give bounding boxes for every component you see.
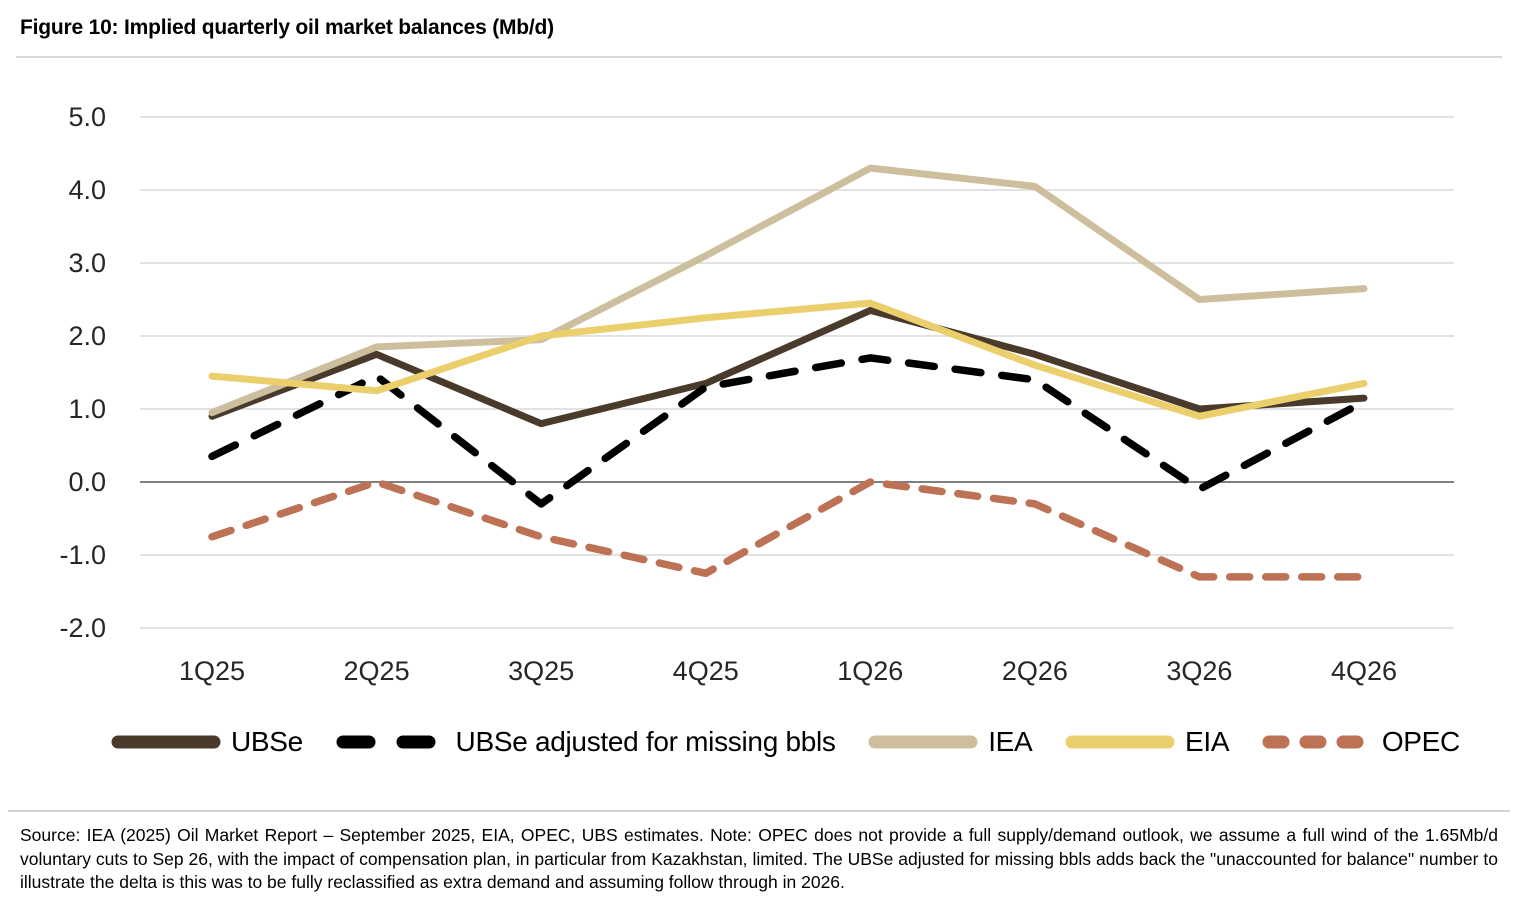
footer-divider (8, 810, 1510, 812)
legend-item-eia: EIA (1064, 726, 1230, 758)
y-tick-label: 4.0 (68, 175, 106, 205)
legend-label: IEA (988, 726, 1033, 757)
x-tick-label: 1Q25 (179, 656, 245, 686)
figure-title: Figure 10: Implied quarterly oil market … (20, 16, 554, 39)
y-tick-label: -2.0 (59, 613, 106, 643)
series-line-opec (208, 478, 1368, 581)
legend-item-ubse-adjusted-for-missing-bbls: UBSe adjusted for missing bbls (335, 726, 836, 758)
x-tick-label: 3Q25 (508, 656, 574, 686)
legend-label: UBSe adjusted for missing bbls (455, 726, 836, 757)
legend-label: OPEC (1381, 726, 1460, 757)
y-tick-label: 5.0 (68, 102, 106, 132)
legend-swatch (1262, 735, 1372, 749)
x-tick-label: 3Q26 (1166, 656, 1232, 686)
chart-legend: UBSe UBSe adjusted for missing bbls IEA EIA… (0, 720, 1518, 764)
series-line-ubse (208, 306, 1368, 428)
legend-item-iea: IEA (867, 726, 1033, 758)
line-chart: 5.0 4.0 3.0 2.0 1.0 0.0 -1.0 -2.0 1Q25 2Q25 3Q25 4Q… (59, 102, 1454, 686)
legend-label: EIA (1185, 726, 1230, 757)
x-tick-label: 2Q26 (1002, 656, 1068, 686)
y-tick-label: -1.0 (59, 540, 106, 570)
legend-swatch (336, 735, 446, 749)
y-tick-label: 0.0 (68, 467, 106, 497)
title-divider (16, 56, 1502, 58)
y-tick-label: 2.0 (68, 321, 106, 351)
legend-swatch (1065, 735, 1175, 749)
y-tick-label: 1.0 (68, 394, 106, 424)
legend-swatch (111, 735, 221, 749)
legend-item-ubse: UBSe (110, 726, 303, 758)
legend-item-opec: OPEC (1261, 726, 1460, 758)
source-note: Source: IEA (2025) Oil Market Report – S… (20, 825, 1498, 892)
series-line-ubse-adjusted-for-missing-bbls (208, 354, 1368, 508)
x-tick-label: 4Q25 (673, 656, 739, 686)
series-line-iea (208, 164, 1368, 417)
x-tick-label: 1Q26 (837, 656, 903, 686)
y-tick-label: 3.0 (68, 248, 106, 278)
legend-label: UBSe (231, 726, 303, 757)
x-tick-label: 4Q26 (1331, 656, 1397, 686)
x-tick-label: 2Q25 (344, 656, 410, 686)
series-line-eia (208, 299, 1368, 420)
legend-swatch (868, 735, 978, 749)
